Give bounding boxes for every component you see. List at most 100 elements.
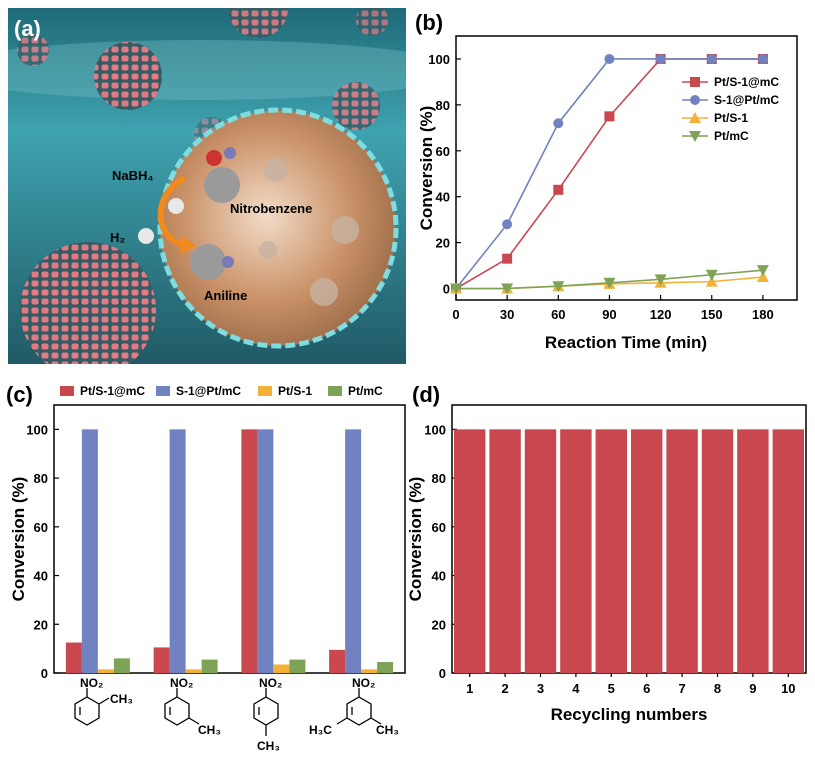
- bar: [666, 429, 698, 673]
- bar: [201, 659, 218, 673]
- panel-b-line-chart: (b) 0 30 60 90 120 150 180 0 20 40 60 80 100 Pt/S-1@…: [415, 10, 798, 352]
- y-tick-label: 20: [34, 617, 48, 632]
- data-point: [553, 184, 564, 195]
- legend-swatch: [328, 386, 342, 396]
- bar: [772, 429, 804, 673]
- y-tick-label: 80: [436, 98, 450, 113]
- bar: [345, 429, 362, 673]
- legend-label: S-1@Pt/mC: [176, 384, 241, 398]
- legend-marker: [689, 112, 701, 123]
- x-tick-label: 150: [701, 307, 723, 322]
- y-tick-label: 40: [436, 190, 450, 205]
- legend-label: Pt/S-1: [714, 111, 748, 125]
- legend-marker: [690, 77, 700, 87]
- zeolite-sphere: [356, 8, 388, 36]
- zeolite-sphere: [20, 242, 156, 364]
- x-tick-label: 60: [551, 307, 565, 322]
- label-nabh4: NaBH₄: [112, 168, 154, 183]
- legend-label: Pt/mC: [348, 384, 383, 398]
- plot-frame: [455, 35, 798, 301]
- legend-label: Pt/S-1@mC: [80, 384, 145, 398]
- y-tick-label: 20: [432, 617, 446, 632]
- data-point: [705, 275, 718, 287]
- x-tick-label: 2: [501, 681, 508, 696]
- y-tick-label: 0: [41, 666, 48, 681]
- structure-p-nitrotoluene: [253, 688, 279, 736]
- x-tick-label: 10: [781, 681, 795, 696]
- substituent-methyl: CH₃: [198, 723, 221, 737]
- y-tick-label: 20: [436, 236, 450, 251]
- x-tick-label: 1: [466, 681, 473, 696]
- x-tick-label: 4: [572, 681, 580, 696]
- legend-label: Pt/S-1: [278, 384, 312, 398]
- bar: [560, 429, 592, 673]
- legend-label: Pt/mC: [714, 129, 749, 143]
- bar: [273, 664, 290, 673]
- bar: [65, 642, 82, 673]
- x-tick-label: 6: [643, 681, 650, 696]
- bar: [241, 429, 258, 673]
- data-point: [502, 253, 513, 264]
- y-tick-label: 100: [428, 52, 450, 67]
- data-point: [603, 277, 616, 289]
- data-point: [756, 265, 769, 277]
- zeolite-sphere: [332, 82, 380, 130]
- legend-label: S-1@Pt/mC: [714, 93, 779, 107]
- cutaway-sphere: [157, 107, 399, 349]
- y-tick-label: 100: [424, 422, 446, 437]
- substituent-nitro: NO₂: [352, 676, 375, 690]
- bar: [169, 429, 186, 673]
- legend-marker: [689, 131, 701, 142]
- y-tick-label: 0: [439, 666, 446, 681]
- data-point: [502, 219, 513, 230]
- legend-swatch: [60, 386, 74, 396]
- y-axis-title: Conversion (%): [406, 477, 425, 602]
- substituent-nitro: NO₂: [259, 676, 282, 690]
- y-tick-label: 60: [432, 520, 446, 535]
- substrate-structures: NO₂ CH₃ NO₂ CH₃ NO₂ CH₃: [74, 676, 399, 753]
- h2-molecule: [138, 228, 154, 244]
- bar: [361, 669, 378, 673]
- legend-swatch: [258, 386, 272, 396]
- data-point: [552, 281, 565, 293]
- x-tick-label: 120: [650, 307, 672, 322]
- x-tick-label: 0: [452, 307, 459, 322]
- label-nitrobenzene: Nitrobenzene: [230, 201, 312, 216]
- molecule: [259, 241, 277, 259]
- data-point: [756, 271, 769, 283]
- y-tick-label: 40: [432, 569, 446, 584]
- data-point: [757, 53, 768, 64]
- y-tick-label: 60: [436, 144, 450, 159]
- data-point: [706, 53, 717, 64]
- data-point: [654, 274, 667, 286]
- substituent-methyl: CH₃: [257, 739, 280, 753]
- bar: [595, 429, 627, 673]
- data-point: [553, 118, 564, 129]
- zeolite-sphere: [94, 42, 162, 110]
- panel-label-a: (a): [14, 16, 41, 41]
- y-tick-label: 40: [34, 569, 48, 584]
- x-tick-label: 8: [714, 681, 721, 696]
- bar: [81, 429, 98, 673]
- bar: [185, 669, 202, 673]
- x-tick-label: 7: [678, 681, 685, 696]
- y-tick-label: 80: [432, 471, 446, 486]
- structure-dimethylnitrobenzene: [336, 688, 382, 726]
- bar: [454, 429, 486, 673]
- data-point: [501, 283, 514, 295]
- data-point: [604, 53, 615, 64]
- legend-marker: [690, 95, 700, 105]
- bar: [97, 669, 114, 673]
- substituent-methyl: CH₃: [110, 692, 133, 706]
- x-axis-title: Recycling numbers: [551, 705, 708, 724]
- structure-m-nitrotoluene: [164, 688, 200, 726]
- bar: [153, 647, 170, 673]
- plot-frame: [53, 404, 406, 674]
- x-tick-label: 30: [500, 307, 514, 322]
- bar: [701, 429, 734, 673]
- label-aniline: Aniline: [204, 288, 247, 303]
- zeolite-sphere: [17, 34, 49, 66]
- bar: [289, 659, 306, 673]
- y-tick-label: 80: [34, 471, 48, 486]
- data-point: [450, 283, 462, 295]
